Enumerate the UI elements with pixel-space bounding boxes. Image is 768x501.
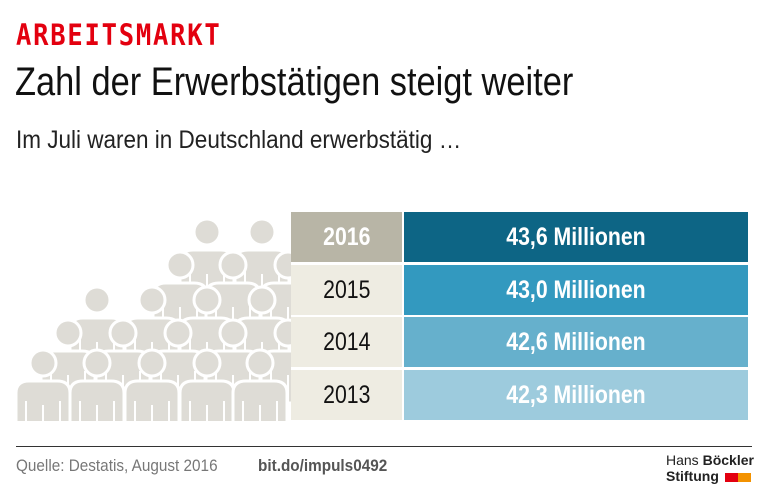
people-crowd-icon — [14, 217, 291, 421]
divider — [16, 446, 752, 447]
logo-orange-square — [737, 472, 751, 482]
year-cell: 2015 — [291, 265, 402, 315]
kicker: ARBEITSMARKT — [16, 18, 222, 52]
person-icon — [123, 348, 181, 421]
value-cell: 43,0 Millionen — [404, 265, 748, 315]
logo-text-bold: Böckler — [702, 452, 754, 468]
table-row: 2013 42,3 Millionen — [291, 370, 748, 420]
person-icon — [14, 348, 72, 421]
year-cell: 2016 — [291, 212, 402, 262]
year-cell: 2014 — [291, 317, 402, 367]
value-cell: 42,6 Millionen — [404, 317, 748, 367]
logo: Hans Böckler Stiftung — [666, 452, 754, 484]
logo-red-square — [724, 472, 738, 482]
person-icon — [178, 348, 236, 421]
table-row: 2014 42,6 Millionen — [291, 317, 748, 367]
subtitle: Im Juli waren in Deutschland erwerbstäti… — [16, 126, 462, 154]
logo-text-line2: Stiftung — [666, 468, 719, 484]
year-cell: 2013 — [291, 370, 402, 420]
year-label: 2014 — [322, 327, 371, 356]
source-text: Quelle: Destatis, August 2016 — [16, 456, 218, 475]
source-link[interactable]: bit.do/impuls0492 — [258, 456, 388, 475]
value-label: 43,0 Millionen — [506, 275, 646, 304]
value-cell: 43,6 Millionen — [404, 212, 748, 262]
value-label: 42,3 Millionen — [506, 380, 646, 409]
year-label: 2015 — [322, 275, 371, 304]
value-label: 43,6 Millionen — [506, 222, 646, 251]
table-row: 2015 43,0 Millionen — [291, 265, 748, 315]
year-label: 2013 — [322, 380, 371, 409]
person-icon — [231, 348, 289, 421]
year-label: 2016 — [322, 222, 371, 251]
table-row: 2016 43,6 Millionen — [291, 212, 748, 262]
person-icon — [68, 348, 126, 421]
page-title: Zahl der Erwerbstätigen steigt weiter — [15, 60, 574, 104]
value-cell: 42,3 Millionen — [404, 370, 748, 420]
value-label: 42,6 Millionen — [506, 327, 646, 356]
logo-text-light: Hans — [666, 452, 699, 468]
